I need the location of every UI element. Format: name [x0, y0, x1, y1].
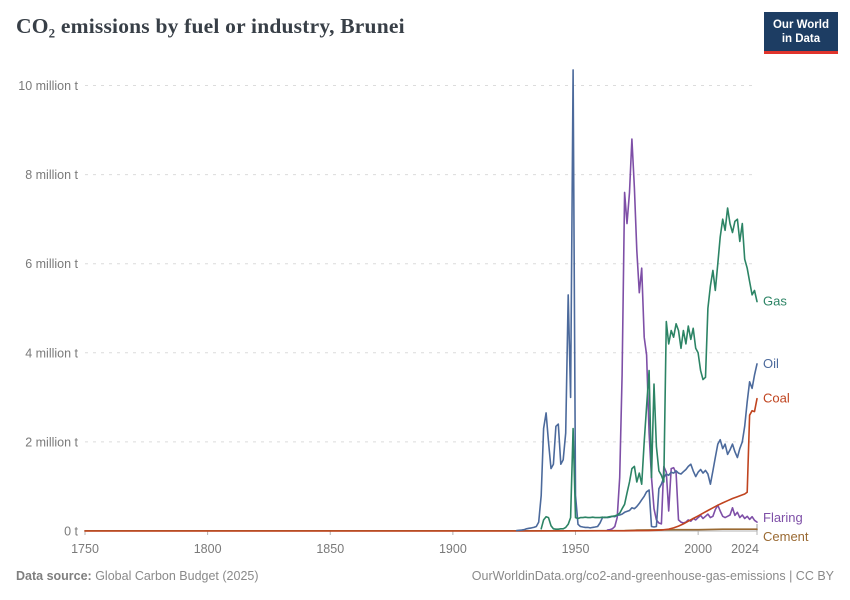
y-axis-tick-label: 2 million t	[25, 435, 78, 449]
series-line-flaring[interactable]	[606, 138, 758, 531]
y-axis-tick-label: 8 million t	[25, 168, 78, 182]
credit-note: OurWorldinData.org/co2-and-greenhouse-ga…	[471, 569, 834, 583]
series-label-oil[interactable]: Oil	[763, 356, 779, 371]
owid-logo-line1: Our World	[772, 19, 829, 31]
plot-area: 0 t 2 million t 4 million t 6 million t 8 mi…	[18, 69, 809, 556]
y-axis-tick-label: 4 million t	[25, 346, 78, 360]
emissions-line-chart: 0 t 2 million t 4 million t 6 million t 8 mi…	[18, 69, 809, 556]
chart-footer: Data source: Global Carbon Budget (2025)…	[16, 569, 834, 583]
series-line-oil[interactable]	[515, 69, 758, 532]
data-source-value: Global Carbon Budget (2025)	[91, 569, 259, 583]
owid-logo-line2: in Data	[781, 33, 821, 46]
series-label-cement[interactable]: Cement	[763, 529, 809, 544]
y-axis-tick-label: 10 million t	[18, 79, 78, 93]
series-label-gas[interactable]: Gas	[763, 294, 787, 309]
page-title: CO₂ emissions by fuel or industry, Brune…	[16, 14, 405, 38]
series-line-coal[interactable]	[84, 397, 758, 532]
owid-logo[interactable]: Our World in Data	[763, 12, 838, 54]
x-axis-tick-label: 2000	[684, 542, 712, 556]
data-source-label: Data source:	[16, 569, 92, 583]
series-label-coal[interactable]: Coal	[763, 391, 790, 406]
x-axis-tick-label: 1750	[71, 542, 99, 556]
x-axis-tick-label: 1950	[562, 542, 590, 556]
x-axis-tick-label: 1850	[316, 542, 344, 556]
series-line-gas[interactable]	[540, 207, 758, 530]
y-axis-tick-label: 6 million t	[25, 257, 78, 271]
x-axis-tick-label: 1800	[194, 542, 222, 556]
series-label-flaring[interactable]: Flaring	[763, 510, 803, 525]
x-axis-tick-label: 1900	[439, 542, 467, 556]
data-source-note: Data source: Global Carbon Budget (2025)	[16, 569, 259, 583]
x-axis-tick-label: 2024	[731, 542, 759, 556]
y-axis-tick-label: 0 t	[64, 525, 78, 539]
